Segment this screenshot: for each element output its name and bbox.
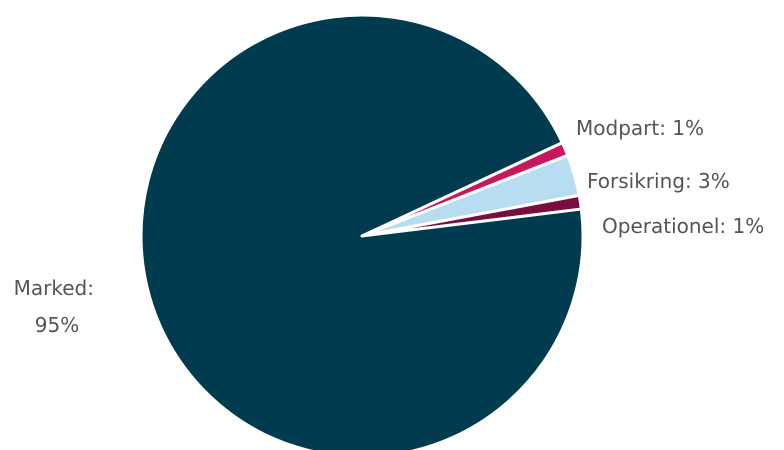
label-marked-line2: 95%	[35, 313, 79, 337]
pie-slice-marked	[139, 13, 585, 450]
label-marked-line1: Marked:	[14, 276, 94, 300]
label-operationel: Operationel: 1%	[602, 214, 764, 238]
label-marked: Marked: 95%	[14, 276, 101, 337]
label-modpart: Modpart: 1%	[576, 116, 704, 140]
label-forsikring: Forsikring: 3%	[587, 169, 730, 193]
pie-slices	[139, 13, 585, 450]
